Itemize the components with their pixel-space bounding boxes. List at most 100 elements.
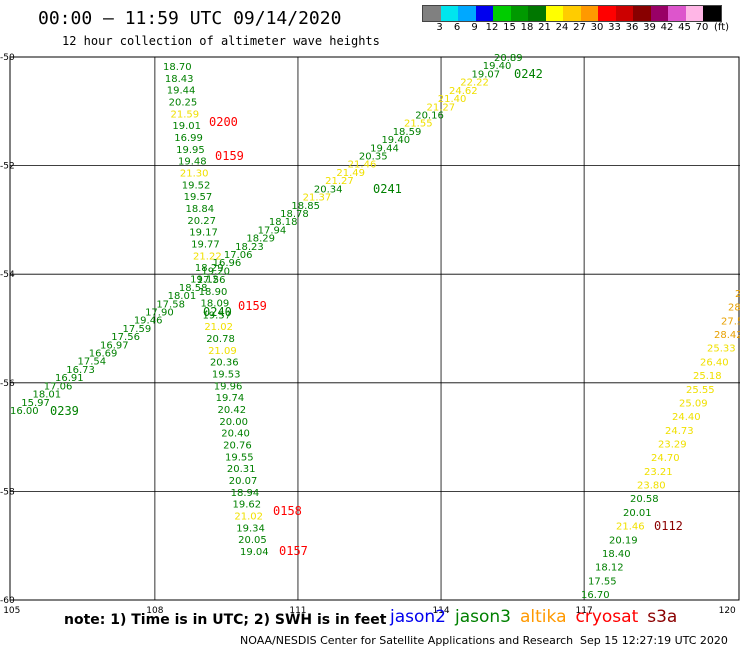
legend-swatch xyxy=(545,6,563,21)
swh-value: 2 xyxy=(735,289,740,300)
swh-value: 17.06 xyxy=(44,381,73,392)
swh-value: 17.90 xyxy=(145,307,174,318)
swh-value: 17.06 xyxy=(224,250,253,261)
swh-value: 27.53 xyxy=(721,316,740,327)
swh-value: 18.58 xyxy=(179,283,208,294)
legend-label: 3 xyxy=(436,22,443,33)
swh-value: 19.57 xyxy=(184,192,213,203)
legend-label: 15 xyxy=(503,22,516,33)
legend-label: 30 xyxy=(590,22,604,33)
pass-time-label: 0239 xyxy=(50,404,79,418)
lat-tick-label: -58 xyxy=(0,487,15,497)
satellite-jason2: jason2 xyxy=(390,607,446,627)
legend-swatch xyxy=(703,6,721,21)
swh-value: 19.74 xyxy=(216,393,245,404)
swh-value: 19.34 xyxy=(236,523,265,534)
swh-value: 21.46 xyxy=(616,522,645,533)
swh-value: 20.42 xyxy=(217,405,246,416)
satellite-jason3: jason3 xyxy=(455,607,511,627)
swh-value: 25.55 xyxy=(686,385,715,396)
swh-value: 18.70 xyxy=(163,62,192,73)
swh-value: 20.05 xyxy=(238,535,267,546)
footer-note: note: 1) Time is in UTC; 2) SWH is in fe… xyxy=(64,612,387,628)
swh-value: 20.01 xyxy=(623,508,652,519)
swh-value: 16.00 xyxy=(10,406,39,417)
legend-swatch xyxy=(458,6,476,21)
legend-label: 21 xyxy=(538,22,551,33)
swh-value: 16.69 xyxy=(89,349,118,360)
pass-time-label: 0157 xyxy=(279,544,308,558)
legend-unit: (ft) xyxy=(714,22,730,33)
wave-height-color-legend xyxy=(422,5,722,22)
lat-tick-label: -50 xyxy=(0,53,15,63)
swh-value: 17.58 xyxy=(156,299,185,310)
swh-value: 18.90 xyxy=(199,287,228,298)
swh-value: 19.95 xyxy=(176,145,205,156)
legend-swatch xyxy=(423,6,441,21)
swh-value: 16.70 xyxy=(581,590,610,601)
lon-tick-label: 105 xyxy=(3,606,20,616)
swh-value: 17.56 xyxy=(197,275,226,286)
swh-value: 19.48 xyxy=(178,157,207,168)
swh-value: 18.43 xyxy=(165,74,194,85)
legend-label: 36 xyxy=(625,22,639,33)
swh-value: 23.21 xyxy=(644,467,673,478)
legend-label: 39 xyxy=(643,22,656,33)
pass-time-label: 0158 xyxy=(273,504,302,518)
swh-value: 28.0 xyxy=(728,303,740,314)
legend-label: 70 xyxy=(695,22,709,33)
swh-value: 15.97 xyxy=(21,398,50,409)
swh-value: 16.73 xyxy=(66,365,95,376)
swh-value: 18.29 xyxy=(246,234,275,245)
swh-value: 19.40 xyxy=(381,135,410,146)
swh-value: 25.09 xyxy=(679,398,708,409)
swh-value: 20.16 xyxy=(415,110,444,121)
legend-swatch xyxy=(475,6,493,21)
swh-value: 20.89 xyxy=(494,53,523,64)
legend-swatch xyxy=(685,6,703,21)
satellite-s3a: s3a xyxy=(647,607,678,627)
swh-value: 19.44 xyxy=(167,86,196,97)
legend-label: 12 xyxy=(485,22,499,33)
lon-tick-label: 114 xyxy=(432,606,449,616)
swh-value: 24.40 xyxy=(672,412,701,423)
swh-value: 21.02 xyxy=(204,322,233,333)
legend-swatch xyxy=(528,6,546,21)
swh-value: 28.42 xyxy=(714,330,740,341)
lon-tick-label: 108 xyxy=(146,606,163,616)
swh-value: 18.09 xyxy=(201,299,230,310)
swh-value: 18.12 xyxy=(595,563,624,574)
swh-value: 18.29 xyxy=(195,263,224,274)
swh-value: 20.58 xyxy=(630,494,659,505)
swh-value: 17.59 xyxy=(123,324,152,335)
swh-value: 16.91 xyxy=(55,373,84,384)
swh-value: 17.94 xyxy=(258,225,287,236)
legend-label: 18 xyxy=(520,22,534,33)
swh-value: 20.76 xyxy=(223,441,252,452)
legend-label: 27 xyxy=(573,22,586,33)
swh-value: 21.49 xyxy=(336,168,365,179)
pass-time-label: 0159 xyxy=(215,149,244,163)
swh-value: 24.62 xyxy=(449,86,478,97)
swh-value: 16.99 xyxy=(174,133,203,144)
legend-swatch xyxy=(563,6,581,21)
credit-line: NOAA/NESDIS Center for Satellite Applica… xyxy=(240,634,574,647)
swh-value: 18.23 xyxy=(235,242,264,253)
legend-swatch xyxy=(580,6,598,21)
swh-value: 19.40 xyxy=(483,61,512,72)
swh-value: 18.94 xyxy=(231,488,260,499)
swh-value: 19.62 xyxy=(232,500,261,511)
swh-value: 19.46 xyxy=(134,316,163,327)
legend-label: 9 xyxy=(471,22,478,33)
swh-value: 21.46 xyxy=(348,160,377,171)
swh-value: 18.84 xyxy=(186,204,215,215)
swh-value: 19.01 xyxy=(172,121,201,132)
swh-value: 20.00 xyxy=(219,417,248,428)
legend-swatch xyxy=(633,6,651,21)
swh-value: 18.85 xyxy=(291,201,320,212)
satellite-cryosat: cryosat xyxy=(575,607,639,627)
swh-value: 21.22 xyxy=(193,251,222,262)
swh-value: 24.73 xyxy=(665,426,694,437)
swh-value: 21.02 xyxy=(234,512,263,523)
